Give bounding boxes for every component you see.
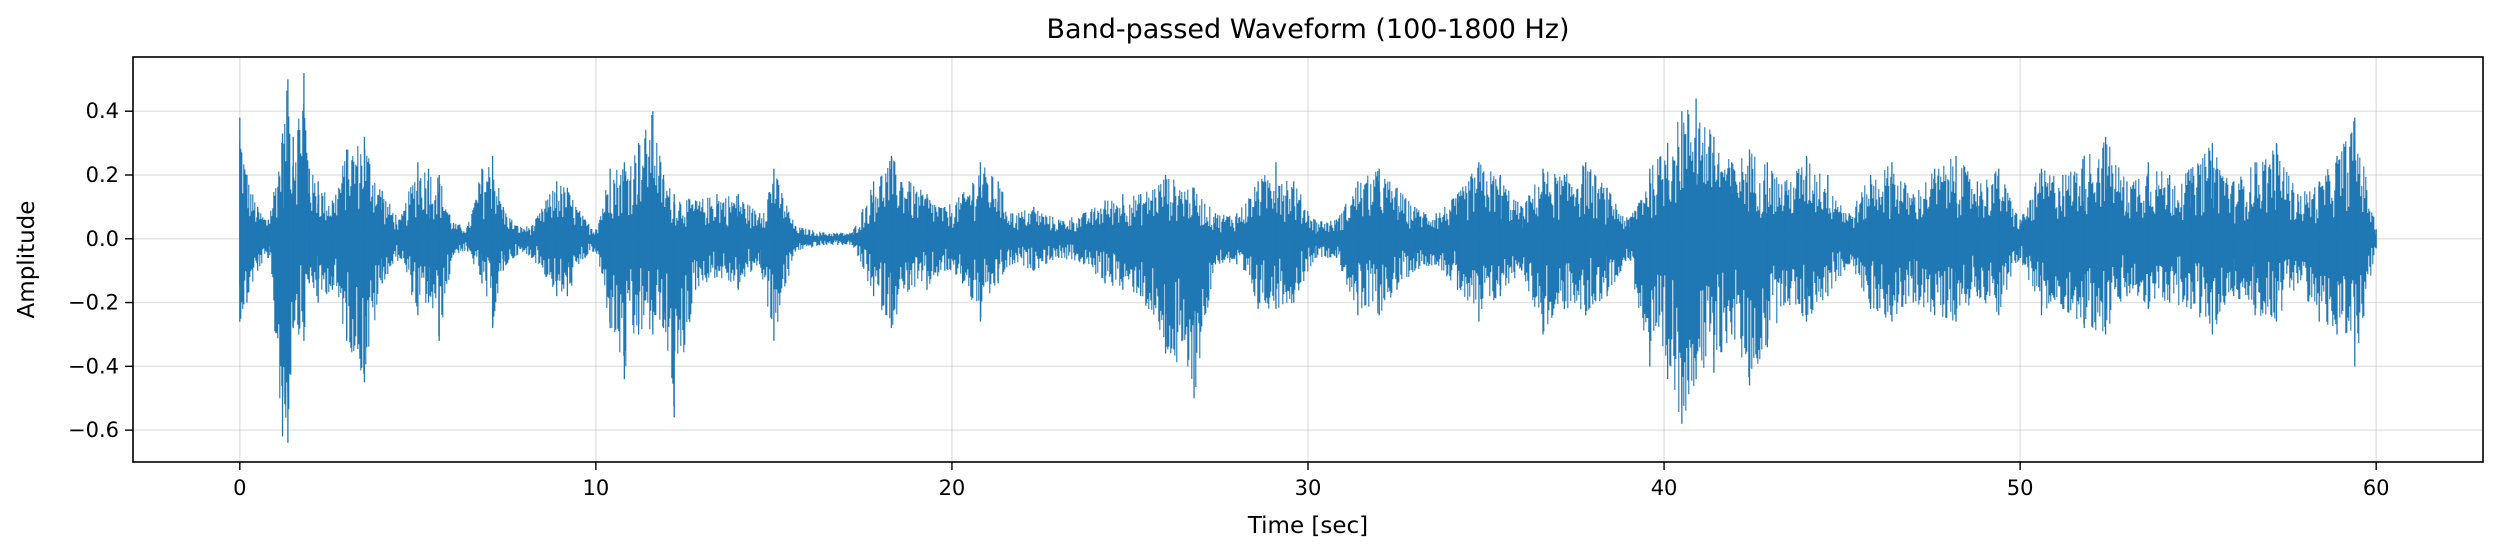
waveform-series — [239, 72, 2377, 443]
plot-area — [239, 72, 2377, 443]
chart-title: Band-passed Waveform (100-1800 Hz) — [1047, 14, 1570, 45]
y-tick-label: −0.6 — [68, 418, 119, 442]
y-tick-label: −0.4 — [68, 354, 119, 378]
x-tick-label: 50 — [2007, 476, 2034, 500]
x-tick-label: 20 — [939, 476, 966, 500]
x-tick-label: 40 — [1651, 476, 1678, 500]
x-axis-ticks: 0 10 20 30 40 50 60 — [233, 462, 2390, 500]
x-tick-label: 30 — [1295, 476, 1322, 500]
y-axis-label: Amplitude — [14, 201, 40, 319]
y-tick-label: 0.0 — [86, 227, 119, 251]
x-axis-label: Time [sec] — [1247, 513, 1368, 539]
y-tick-label: 0.4 — [86, 99, 119, 123]
y-axis-ticks: −0.6 −0.4 −0.2 0.0 0.2 0.4 — [68, 99, 133, 442]
x-tick-label: 0 — [233, 476, 246, 500]
y-tick-label: −0.2 — [68, 291, 119, 315]
x-tick-label: 10 — [583, 476, 610, 500]
x-tick-label: 60 — [2363, 476, 2390, 500]
y-tick-label: 0.2 — [86, 163, 119, 187]
